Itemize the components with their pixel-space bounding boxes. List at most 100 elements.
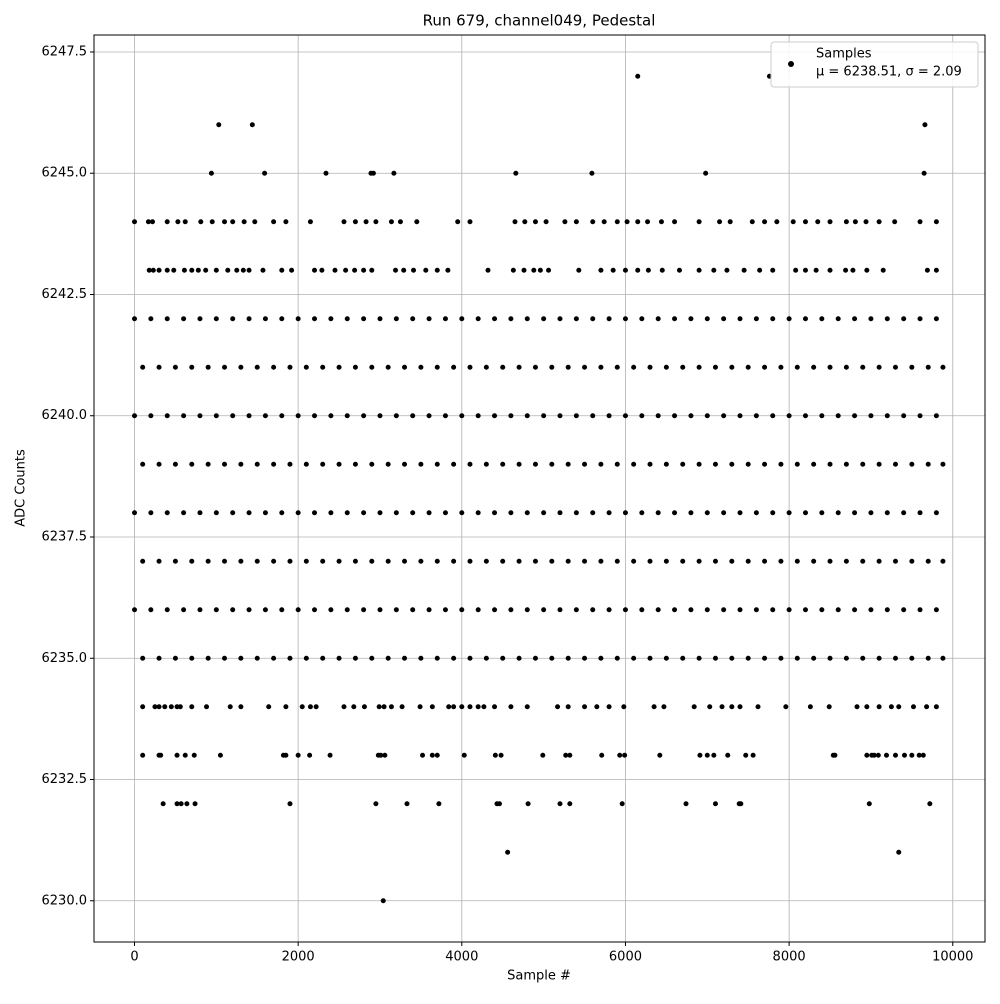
data-point [688, 607, 694, 613]
data-point [262, 316, 268, 322]
data-point [521, 267, 527, 273]
data-point [343, 267, 349, 273]
y-tick-label: 6247.5 [42, 44, 88, 59]
data-point [181, 510, 187, 516]
data-point [819, 413, 825, 419]
data-point [753, 316, 759, 322]
data-point [411, 267, 417, 273]
data-point [172, 461, 178, 467]
data-point [704, 607, 710, 613]
data-point [156, 461, 162, 467]
data-point [745, 655, 751, 661]
data-point [704, 752, 710, 758]
data-point [377, 413, 383, 419]
data-point [802, 607, 808, 613]
data-point [184, 801, 190, 807]
data-point [524, 316, 530, 322]
data-point [246, 316, 252, 322]
chart-title: Run 679, channel049, Pedestal [423, 12, 656, 30]
data-point [778, 655, 784, 661]
data-point [852, 316, 858, 322]
data-point [246, 413, 252, 419]
data-point [254, 364, 260, 370]
data-point [283, 704, 289, 710]
data-point [451, 655, 457, 661]
data-point [852, 510, 858, 516]
data-point [361, 704, 367, 710]
data-point [240, 267, 246, 273]
data-point [522, 219, 528, 225]
data-point [614, 364, 620, 370]
data-point [920, 752, 926, 758]
data-point [688, 316, 694, 322]
data-point [420, 752, 426, 758]
data-point [541, 607, 547, 613]
data-point [696, 219, 702, 225]
data-point [843, 558, 849, 564]
data-point [868, 413, 874, 419]
data-point [475, 413, 481, 419]
data-point [703, 170, 709, 176]
data-point [148, 510, 154, 516]
data-point [189, 461, 195, 467]
data-point [436, 801, 442, 807]
data-point [672, 316, 678, 322]
data-point [658, 219, 664, 225]
data-point [827, 364, 833, 370]
data-point [590, 316, 596, 322]
legend-note: μ = 6238.51, σ = 2.09 [816, 65, 962, 80]
data-point [683, 801, 689, 807]
data-point [832, 752, 838, 758]
data-point [442, 413, 448, 419]
data-point [195, 267, 201, 273]
data-point [563, 752, 569, 758]
data-point [940, 461, 946, 467]
data-point [320, 558, 326, 564]
data-point [192, 801, 198, 807]
data-point [541, 510, 547, 516]
data-point [863, 219, 869, 225]
data-point [843, 655, 849, 661]
data-point [794, 364, 800, 370]
data-point [786, 510, 792, 516]
data-point [594, 704, 600, 710]
data-point [467, 558, 473, 564]
data-point [631, 655, 637, 661]
data-point [925, 364, 931, 370]
data-point [876, 655, 882, 661]
data-point [191, 752, 197, 758]
data-point [864, 704, 870, 710]
data-point [892, 558, 898, 564]
data-point [819, 607, 825, 613]
data-point [295, 752, 301, 758]
data-point [156, 558, 162, 564]
data-point [483, 558, 489, 564]
data-point [827, 558, 833, 564]
data-point [909, 752, 915, 758]
data-point [933, 704, 939, 710]
data-point [410, 607, 416, 613]
data-point [181, 607, 187, 613]
data-point [672, 219, 678, 225]
data-point [786, 413, 792, 419]
data-point [467, 364, 473, 370]
data-point [146, 267, 152, 273]
data-point [303, 461, 309, 467]
data-point [614, 219, 620, 225]
data-point [492, 607, 498, 613]
x-tick-label: 2000 [282, 950, 315, 965]
data-point [156, 364, 162, 370]
data-point [880, 267, 886, 273]
data-point [884, 316, 890, 322]
data-point [303, 364, 309, 370]
data-point [927, 801, 933, 807]
data-point [418, 655, 424, 661]
data-point [655, 316, 661, 322]
x-axis-label: Sample # [507, 969, 571, 984]
data-point [532, 364, 538, 370]
data-point [434, 655, 440, 661]
data-point [599, 752, 605, 758]
data-point [385, 558, 391, 564]
data-point [164, 510, 170, 516]
data-point [508, 607, 514, 613]
